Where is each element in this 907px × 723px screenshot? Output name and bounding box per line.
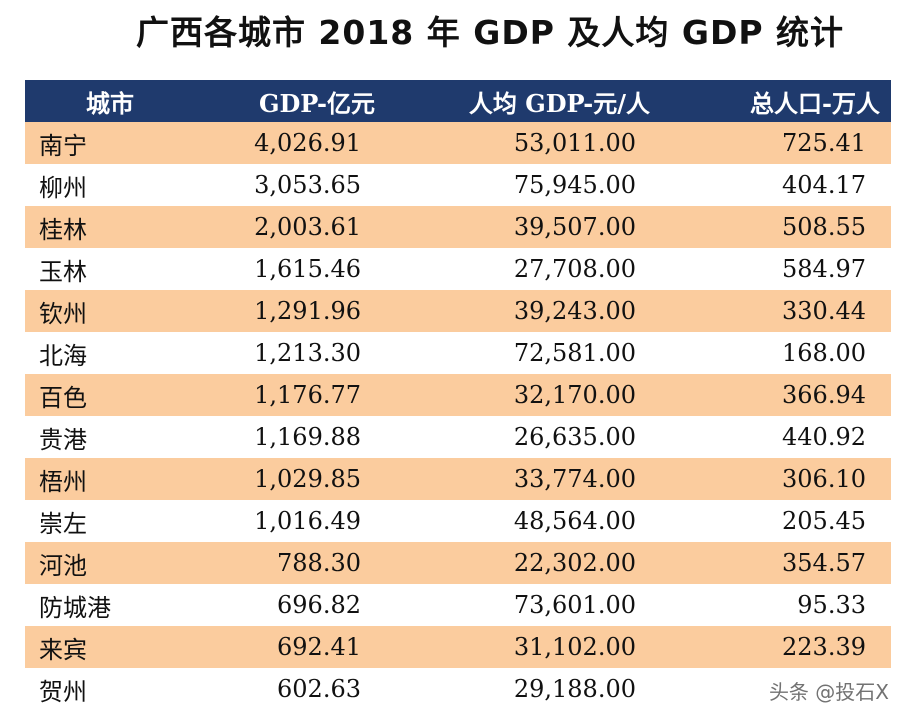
cell-gdp: 1,176.77 — [254, 381, 361, 409]
table-row: 河池 788.30 22,302.00 354.57 — [25, 542, 891, 584]
header-per-capita-gdp: 人均 GDP-元/人 — [468, 88, 650, 118]
cell-population: 508.55 — [782, 213, 866, 241]
cell-city: 百色 — [39, 383, 87, 412]
header-city: 城市 — [86, 88, 134, 118]
cell-city: 河池 — [39, 551, 87, 580]
cell-per-capita-gdp: 53,011.00 — [513, 129, 636, 157]
cell-city: 梧州 — [39, 467, 87, 496]
cell-population: 95.33 — [797, 591, 866, 619]
gdp-table: 城市 GDP-亿元 人均 GDP-元/人 总人口-万人 南宁 4,026.91 53… — [25, 80, 891, 710]
table-row: 梧州 1,029.85 33,774.00 306.10 — [25, 458, 891, 500]
cell-population: 168.00 — [782, 339, 866, 367]
cell-gdp: 3,053.65 — [254, 171, 361, 199]
cell-per-capita-gdp: 33,774.00 — [513, 465, 636, 493]
cell-gdp: 4,026.91 — [254, 129, 361, 157]
cell-city: 柳州 — [39, 173, 87, 202]
cell-population: 584.97 — [782, 255, 866, 283]
table-row: 南宁 4,026.91 53,011.00 725.41 — [25, 122, 891, 164]
page-title: 广西各城市 2018 年 GDP 及人均 GDP 统计 — [135, 13, 845, 52]
table-row: 钦州 1,291.96 39,243.00 330.44 — [25, 290, 891, 332]
cell-population: 306.10 — [782, 465, 866, 493]
cell-per-capita-gdp: 72,581.00 — [513, 339, 636, 367]
cell-city: 北海 — [39, 341, 87, 370]
table-row: 玉林 1,615.46 27,708.00 584.97 — [25, 248, 891, 290]
table-row: 崇左 1,016.49 48,564.00 205.45 — [25, 500, 891, 542]
cell-city: 崇左 — [39, 509, 87, 538]
cell-gdp: 1,029.85 — [254, 465, 361, 493]
cell-gdp: 1,016.49 — [254, 507, 361, 535]
cell-gdp: 696.82 — [277, 591, 361, 619]
header-population: 总人口-万人 — [750, 88, 880, 118]
cell-population: 366.94 — [782, 381, 866, 409]
cell-population: 404.17 — [782, 171, 866, 199]
table-row: 桂林 2,003.61 39,507.00 508.55 — [25, 206, 891, 248]
cell-population: 440.92 — [782, 423, 866, 451]
cell-gdp: 1,615.46 — [254, 255, 361, 283]
cell-per-capita-gdp: 27,708.00 — [513, 255, 636, 283]
cell-gdp: 692.41 — [277, 633, 361, 661]
cell-city: 防城港 — [39, 593, 111, 622]
cell-per-capita-gdp: 29,188.00 — [513, 675, 636, 703]
cell-per-capita-gdp: 73,601.00 — [513, 591, 636, 619]
cell-gdp: 602.63 — [277, 675, 361, 703]
cell-per-capita-gdp: 31,102.00 — [513, 633, 636, 661]
table-row: 北海 1,213.30 72,581.00 168.00 — [25, 332, 891, 374]
cell-per-capita-gdp: 48,564.00 — [513, 507, 636, 535]
cell-city: 桂林 — [39, 215, 87, 244]
watermark: 头条 @投石X — [768, 680, 889, 704]
table-row: 百色 1,176.77 32,170.00 366.94 — [25, 374, 891, 416]
cell-per-capita-gdp: 39,507.00 — [513, 213, 636, 241]
cell-gdp: 2,003.61 — [254, 213, 361, 241]
table-row: 柳州 3,053.65 75,945.00 404.17 — [25, 164, 891, 206]
table-header: 城市 GDP-亿元 人均 GDP-元/人 总人口-万人 — [25, 80, 891, 122]
cell-city: 钦州 — [39, 299, 87, 328]
cell-city: 来宾 — [39, 635, 87, 664]
cell-per-capita-gdp: 75,945.00 — [513, 171, 636, 199]
header-gdp: GDP-亿元 — [258, 88, 375, 118]
table-row: 来宾 692.41 31,102.00 223.39 — [25, 626, 891, 668]
cell-gdp: 1,213.30 — [254, 339, 361, 367]
table-row: 贵港 1,169.88 26,635.00 440.92 — [25, 416, 891, 458]
cell-city: 贺州 — [39, 677, 87, 706]
table-row: 防城港 696.82 73,601.00 95.33 — [25, 584, 891, 626]
cell-per-capita-gdp: 22,302.00 — [513, 549, 636, 577]
cell-gdp: 1,169.88 — [254, 423, 361, 451]
cell-city: 南宁 — [39, 131, 87, 160]
cell-gdp: 1,291.96 — [254, 297, 361, 325]
cell-city: 贵港 — [39, 425, 87, 454]
cell-per-capita-gdp: 26,635.00 — [513, 423, 636, 451]
cell-population: 725.41 — [782, 129, 866, 157]
cell-population: 223.39 — [782, 633, 866, 661]
cell-population: 354.57 — [782, 549, 866, 577]
cell-gdp: 788.30 — [277, 549, 361, 577]
cell-population: 205.45 — [782, 507, 866, 535]
table-row: 贺州 602.63 29,188.00 — [25, 668, 891, 710]
cell-city: 玉林 — [39, 257, 87, 286]
cell-per-capita-gdp: 32,170.00 — [513, 381, 636, 409]
cell-population: 330.44 — [782, 297, 866, 325]
cell-per-capita-gdp: 39,243.00 — [513, 297, 636, 325]
